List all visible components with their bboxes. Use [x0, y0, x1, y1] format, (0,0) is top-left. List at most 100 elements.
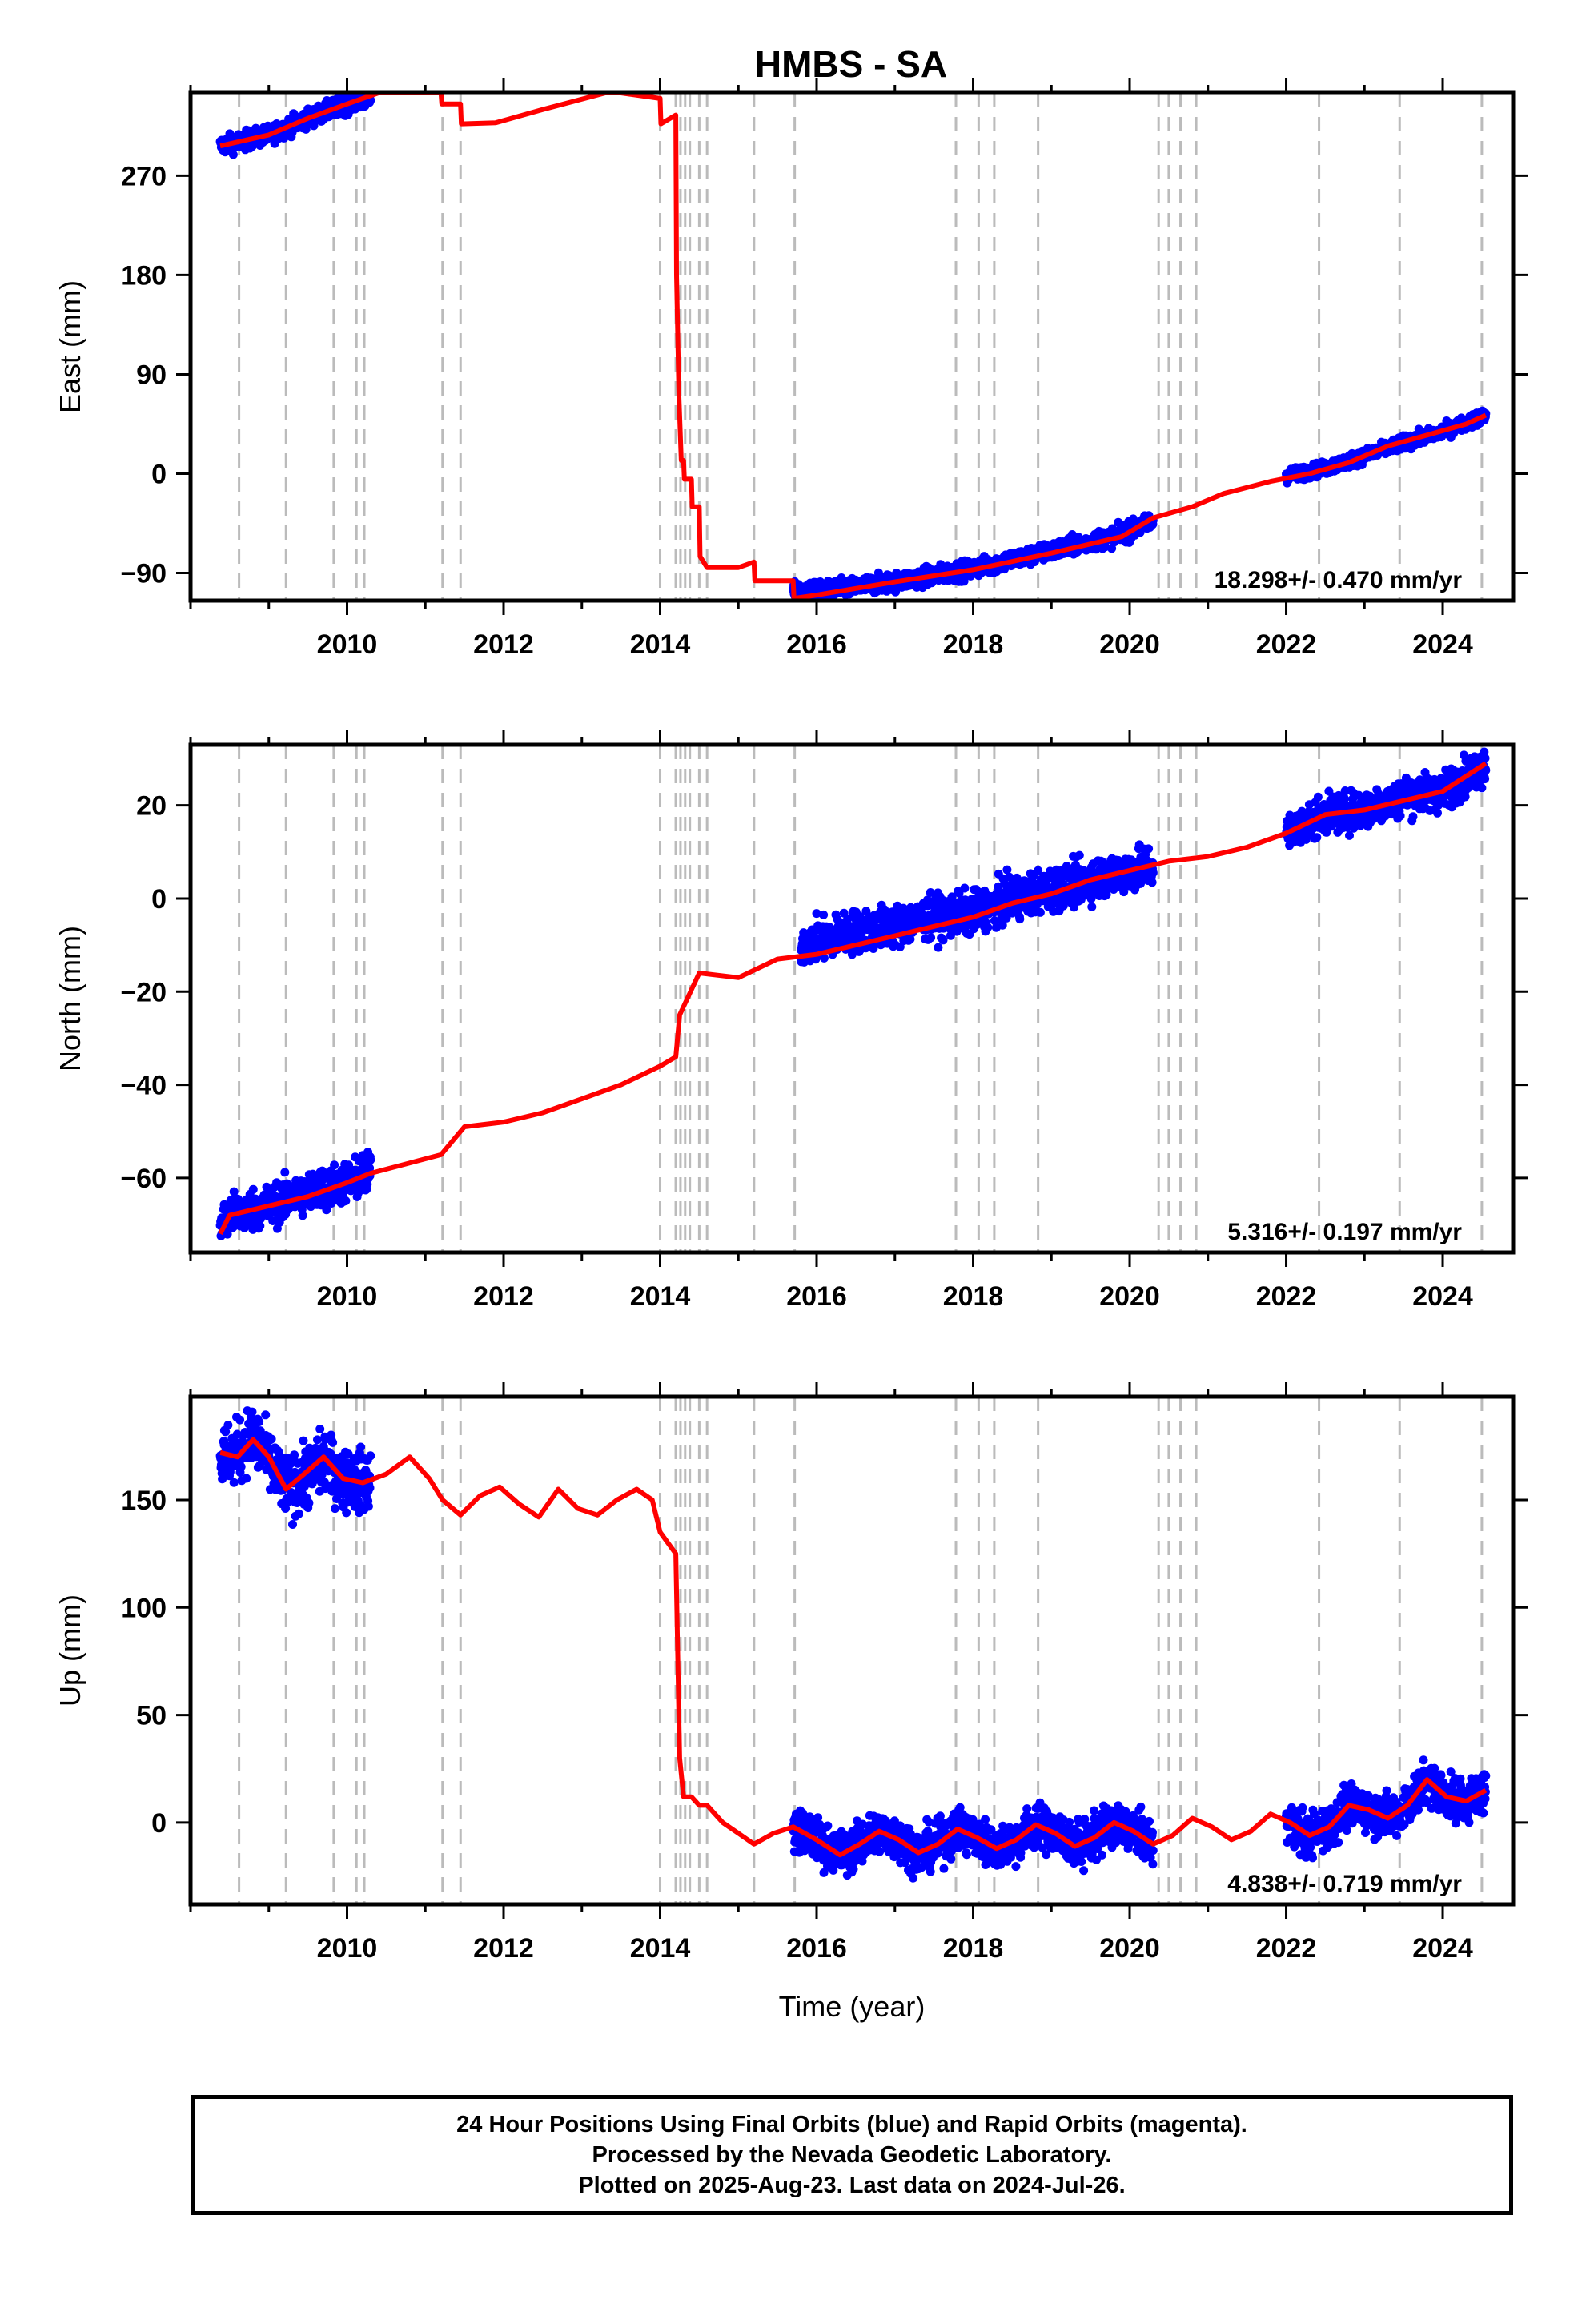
- x-tick-label: 2024: [1412, 629, 1473, 660]
- panel-frame: [188, 742, 1516, 1255]
- position-point: [983, 923, 993, 932]
- x-tick-label: 2014: [630, 629, 691, 660]
- position-point: [280, 1168, 290, 1177]
- position-point: [1480, 774, 1490, 784]
- y-tick-label: 180: [121, 260, 167, 291]
- y-tick-label: 0: [151, 460, 167, 490]
- position-point: [1395, 811, 1405, 821]
- x-tick-label: 2018: [943, 1281, 1004, 1312]
- position-point: [288, 1520, 297, 1529]
- final-orbit-points: [215, 93, 1491, 601]
- x-tick-label: 2024: [1412, 1281, 1473, 1312]
- position-point: [236, 1462, 246, 1471]
- position-point: [247, 1407, 257, 1417]
- position-point: [298, 1211, 307, 1220]
- velocity-rate-label: 18.298+/- 0.470 mm/yr: [1215, 567, 1463, 593]
- y-axis-label: North (mm): [54, 926, 86, 1072]
- position-point: [1345, 830, 1354, 840]
- plot-area: [215, 1397, 1491, 1904]
- position-point: [905, 935, 915, 944]
- up-panel: 2010 2012 2014 2016 2018 2020 2022 202405010015…: [54, 1382, 1528, 2023]
- position-point: [229, 1478, 239, 1487]
- east-panel: 2010 2012 2014 2016 2018 2020 2022 2024−9009018…: [54, 78, 1528, 660]
- position-point: [228, 150, 238, 159]
- position-point: [261, 1410, 271, 1420]
- position-point: [267, 1434, 276, 1444]
- position-point: [1015, 915, 1025, 924]
- x-tick-label: 2012: [473, 629, 534, 660]
- position-point: [938, 935, 948, 945]
- y-tick-label: −20: [120, 977, 167, 1007]
- position-point: [242, 1474, 251, 1483]
- x-tick-label: 2022: [1256, 1281, 1317, 1312]
- position-point: [1433, 808, 1442, 818]
- panel-frame: [188, 90, 1516, 603]
- y-tick-label: 270: [121, 161, 167, 191]
- position-point: [315, 1425, 325, 1433]
- position-point: [1074, 850, 1084, 860]
- position-point: [1460, 792, 1470, 802]
- position-point: [223, 1229, 232, 1239]
- position-point: [342, 1508, 351, 1518]
- position-point: [281, 1504, 291, 1513]
- final-orbit-points: [215, 1406, 1491, 1883]
- position-point: [229, 1187, 239, 1196]
- y-tick-label: 20: [136, 791, 167, 822]
- position-point: [1313, 792, 1323, 802]
- position-point: [1480, 754, 1490, 763]
- position-point: [299, 1436, 308, 1445]
- position-point: [294, 1509, 303, 1518]
- position-point: [313, 1435, 322, 1445]
- position-point: [1002, 865, 1012, 875]
- position-point: [990, 916, 999, 926]
- position-point: [221, 1427, 231, 1437]
- position-point: [1477, 783, 1487, 793]
- position-point: [1087, 902, 1097, 911]
- x-tick-label: 2022: [1256, 629, 1317, 660]
- y-tick-label: −40: [120, 1071, 167, 1101]
- position-point: [322, 1205, 331, 1215]
- position-point: [255, 1417, 264, 1426]
- position-point: [833, 915, 842, 924]
- position-point: [1147, 878, 1157, 887]
- position-point: [365, 1164, 375, 1172]
- position-point: [1481, 766, 1491, 775]
- x-tick-label: 2018: [943, 629, 1004, 660]
- x-tick-label: 2010: [317, 629, 378, 660]
- position-point: [341, 1196, 351, 1205]
- position-point: [290, 1450, 299, 1460]
- model-fit-line: [219, 93, 1488, 601]
- x-tick-label: 2012: [473, 1281, 534, 1312]
- position-point: [1408, 812, 1418, 822]
- position-point: [328, 1437, 338, 1447]
- x-tick-label: 2020: [1099, 629, 1160, 660]
- position-point: [304, 1498, 314, 1508]
- x-tick-label: 2020: [1099, 1281, 1160, 1312]
- position-point: [1069, 903, 1078, 912]
- position-point: [1136, 879, 1145, 888]
- position-point: [1035, 907, 1045, 917]
- position-point: [926, 888, 935, 897]
- position-point: [366, 1155, 375, 1164]
- position-point: [819, 910, 829, 919]
- y-tick-label: 0: [151, 884, 167, 915]
- position-point: [1119, 887, 1129, 897]
- position-point: [255, 1221, 265, 1231]
- position-point: [812, 909, 821, 919]
- y-tick-label: −60: [120, 1164, 167, 1194]
- position-point: [960, 883, 970, 893]
- x-tick-label: 2016: [786, 629, 847, 660]
- model-fit-line: [218, 761, 1488, 1236]
- plot-area: [215, 93, 1491, 601]
- position-point: [1086, 894, 1096, 903]
- position-point: [235, 1415, 245, 1425]
- position-point: [947, 892, 957, 902]
- y-axis-label: East (mm): [54, 280, 86, 413]
- velocity-rate-label: 5.316+/- 0.197 mm/yr: [1227, 1219, 1462, 1245]
- plot-area: [215, 745, 1491, 1252]
- position-point: [248, 1184, 258, 1194]
- y-tick-label: 90: [136, 360, 167, 390]
- position-point: [934, 943, 943, 952]
- x-tick-label: 2010: [317, 1281, 378, 1312]
